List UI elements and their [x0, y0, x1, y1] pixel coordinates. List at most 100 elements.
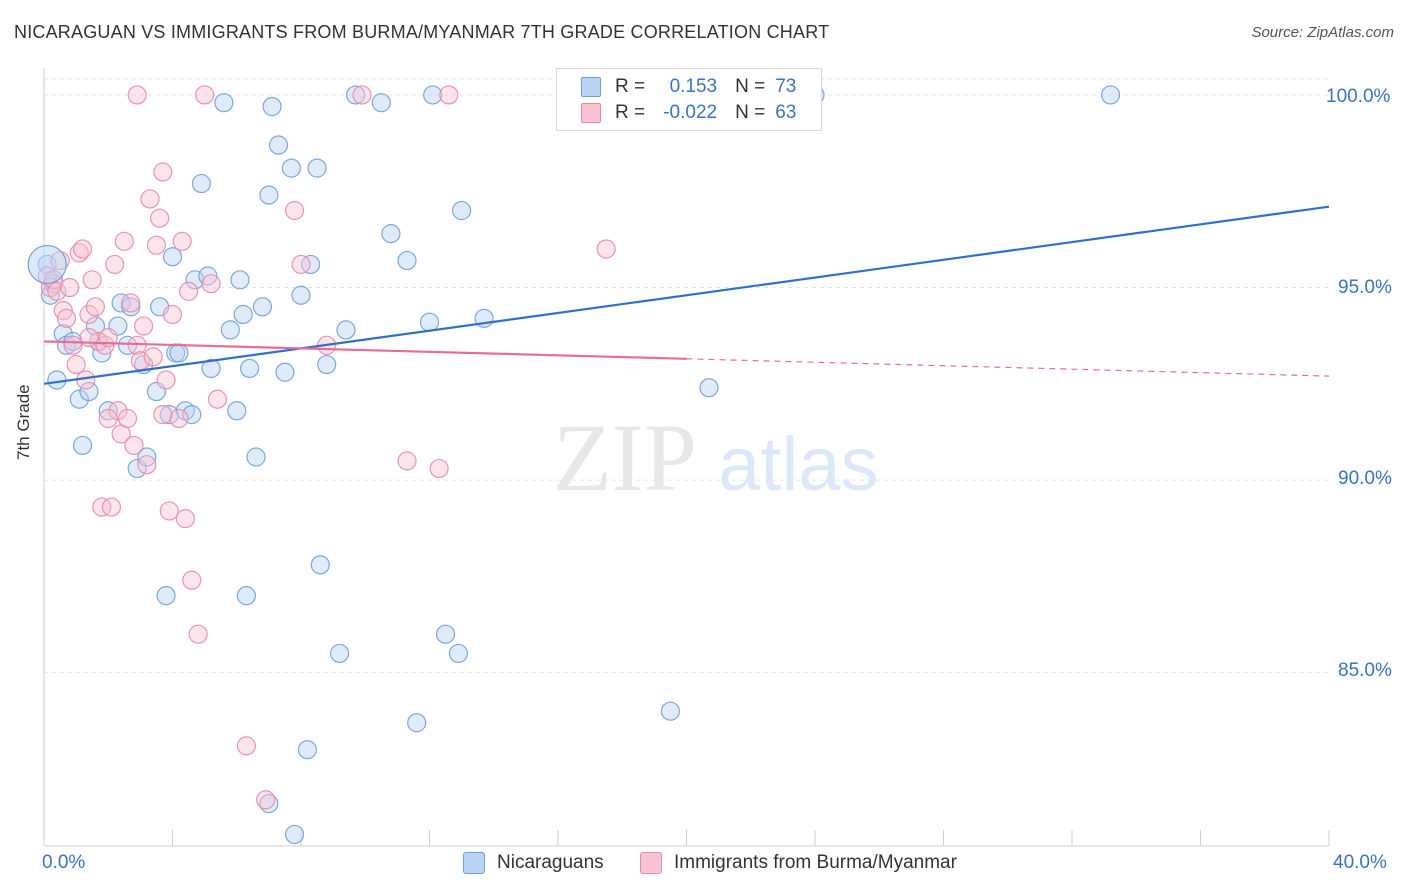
burma-point — [101, 497, 122, 517]
nicaraguan-point — [69, 389, 89, 409]
nicaraguan-trend-line — [43, 205, 1330, 385]
burma-point — [256, 790, 276, 810]
nicaraguan-point — [1100, 85, 1121, 105]
nicaraguan-point — [233, 304, 253, 325]
nicaraguan-point — [346, 85, 366, 105]
burma-point — [169, 408, 189, 429]
burma-point — [188, 624, 208, 644]
nicaraguan-point — [262, 96, 282, 117]
nicaraguan-point — [162, 247, 183, 267]
nicaraguan-point — [214, 93, 234, 113]
legend-label: Immigrants from Burma/Myanmar — [674, 852, 957, 873]
nicaraguan-point — [198, 266, 218, 286]
y-tick-90: 90.0% — [1338, 468, 1392, 489]
x-tick-max: 40.0% — [1333, 852, 1387, 873]
burma-point — [53, 301, 73, 321]
burma-point — [146, 235, 167, 255]
n-label: N = — [735, 76, 766, 97]
r-label: R = — [615, 102, 646, 123]
burma-point — [182, 570, 202, 590]
nicaraguan-point — [240, 358, 260, 379]
burma-point — [207, 389, 228, 409]
nicaraguan-point — [371, 93, 391, 113]
burma-point — [439, 85, 459, 105]
burma-point — [291, 254, 311, 275]
r-label: R = — [615, 76, 646, 97]
y-tick-85: 85.0% — [1338, 660, 1392, 681]
burma-point — [60, 277, 80, 298]
burma-point — [117, 408, 138, 429]
watermark-zip: ZIP — [553, 404, 697, 511]
nicaraguan-point — [230, 270, 250, 290]
burma-point — [175, 509, 195, 529]
burma-point — [47, 281, 67, 301]
nicaraguan-point — [191, 173, 212, 194]
blue-swatch — [463, 852, 485, 874]
nicaraguan-point — [47, 370, 67, 390]
legend-label: Nicaraguans — [497, 852, 604, 873]
burma-point — [429, 458, 449, 479]
burma-point — [72, 239, 93, 259]
nicaraguan-point — [159, 405, 179, 425]
burma-point — [124, 435, 144, 456]
nicaraguan-point — [452, 200, 472, 221]
burma-point — [85, 297, 106, 317]
blue-swatch — [581, 77, 601, 97]
burma-point — [195, 85, 215, 105]
nicaraguan-point — [156, 586, 176, 606]
nicaraguan-point — [268, 135, 289, 155]
nicaraguan-point — [227, 401, 247, 421]
burma-point — [153, 162, 173, 182]
nicaraguan-point — [281, 158, 301, 178]
nicaraguan-point — [419, 312, 440, 332]
burma-trend-line-dashed — [686, 358, 1330, 377]
burma-trend-line — [43, 340, 687, 360]
burma-point — [156, 370, 176, 390]
burma-point — [172, 231, 192, 251]
nicaraguan-point — [236, 586, 256, 606]
legend-item-burma: Immigrants from Burma/Myanmar — [640, 852, 957, 874]
nicaraguan-point — [72, 435, 93, 456]
stats-legend: R = 0.153 N = 73 R = -0.022 N = 63 — [556, 68, 822, 131]
burma-point — [108, 401, 128, 421]
nicaraguan-point — [169, 343, 189, 363]
nicaraguan-point — [111, 293, 131, 313]
burma-point — [114, 231, 134, 251]
r-value: 0.153 — [669, 76, 718, 97]
burma-point — [133, 316, 154, 336]
burma-point — [150, 208, 170, 228]
burma-point — [66, 354, 86, 375]
burma-point — [352, 85, 372, 105]
y-tick-95: 95.0% — [1338, 277, 1392, 298]
burma-point — [92, 497, 112, 517]
burma-point — [82, 270, 102, 290]
nicaraguan-point — [310, 555, 330, 575]
nicaraguan-point — [329, 643, 350, 664]
nicaraguan-point — [201, 358, 221, 379]
burma-point — [127, 335, 147, 355]
stats-legend-row-burma: R = -0.022 N = 63 — [581, 101, 796, 125]
nicaraguan-point — [85, 316, 106, 336]
nicaraguan-point — [301, 254, 321, 275]
burma-point — [159, 501, 179, 521]
nicaraguan-point — [182, 405, 202, 425]
chart-title: NICARAGUAN VS IMMIGRANTS FROM BURMA/MYAN… — [14, 22, 830, 42]
nicaraguan-point — [79, 381, 99, 402]
burma-point — [140, 189, 160, 209]
burma-point — [153, 405, 173, 425]
burma-point — [121, 293, 141, 313]
pink-swatch — [581, 103, 601, 123]
nicaraguan-point — [435, 624, 456, 644]
nicaraguan-point — [252, 297, 273, 317]
burma-point — [162, 304, 183, 325]
burma-point — [137, 455, 157, 475]
burma-point — [79, 304, 99, 325]
nicaraguan-point — [407, 713, 427, 733]
burma-point — [127, 85, 147, 105]
pink-swatch — [640, 852, 662, 874]
nicaraguan-point — [246, 447, 266, 467]
nicaraguan-point — [259, 185, 279, 205]
n-value: 73 — [775, 76, 797, 97]
nicaraguan-point — [448, 643, 469, 664]
burma-point — [201, 274, 221, 294]
